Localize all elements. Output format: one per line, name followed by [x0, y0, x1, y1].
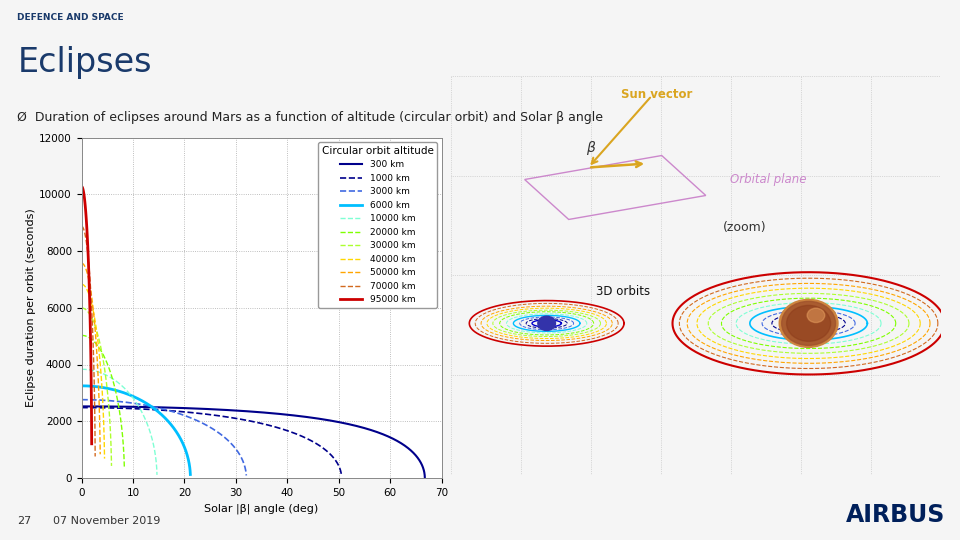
- Y-axis label: Eclipse duration per orbit (seconds): Eclipse duration per orbit (seconds): [26, 208, 36, 407]
- Circle shape: [538, 316, 556, 330]
- Text: AIRBUS: AIRBUS: [846, 503, 946, 526]
- Circle shape: [781, 301, 835, 346]
- Text: Sun vector: Sun vector: [621, 87, 692, 100]
- Text: Ø  Duration of eclipses around Mars as a function of altitude (circular orbit) a: Ø Duration of eclipses around Mars as a …: [17, 111, 603, 124]
- Text: 3D orbits: 3D orbits: [595, 285, 650, 298]
- Text: 27: 27: [17, 516, 32, 526]
- Text: $\beta$: $\beta$: [586, 139, 596, 157]
- Circle shape: [807, 308, 825, 322]
- Text: 07 November 2019: 07 November 2019: [53, 516, 160, 526]
- Circle shape: [786, 306, 830, 341]
- X-axis label: Solar |β| angle (deg): Solar |β| angle (deg): [204, 503, 319, 514]
- Text: Orbital plane: Orbital plane: [731, 173, 806, 186]
- Text: DEFENCE AND SPACE: DEFENCE AND SPACE: [17, 14, 124, 23]
- Legend: 300 km, 1000 km, 3000 km, 6000 km, 10000 km, 20000 km, 30000 km, 40000 km, 50000: 300 km, 1000 km, 3000 km, 6000 km, 10000…: [318, 142, 437, 308]
- Text: (zoom): (zoom): [723, 221, 767, 234]
- Text: Eclipses: Eclipses: [17, 46, 152, 79]
- Circle shape: [780, 299, 838, 347]
